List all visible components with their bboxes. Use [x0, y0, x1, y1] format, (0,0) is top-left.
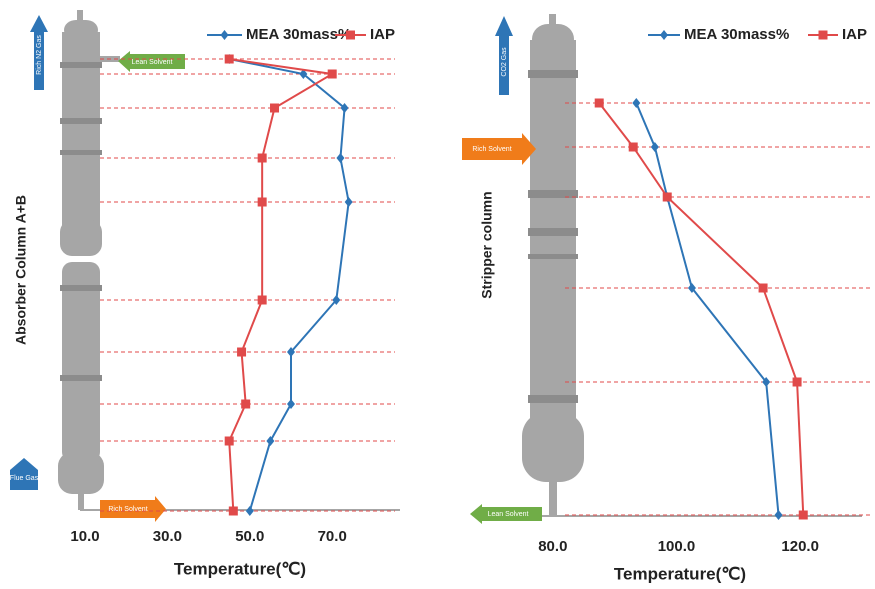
x-tick-label: 70.0: [318, 528, 347, 545]
marker: [774, 510, 783, 520]
marker: [762, 377, 771, 387]
marker: [628, 142, 638, 152]
series-line: [229, 58, 350, 512]
legend-label: IAP: [842, 26, 867, 43]
marker: [237, 347, 247, 357]
legend-label: MEA 30mass%: [684, 26, 789, 43]
marker: [257, 295, 267, 305]
arrow: [495, 16, 513, 95]
x-tick-label: 50.0: [235, 528, 264, 545]
marker: [257, 197, 267, 207]
legend-label: MEA 30mass%: [246, 26, 351, 43]
annotation: Rich Solvent: [108, 506, 147, 513]
x-tick-label: 120.0: [781, 538, 819, 555]
series-line: [635, 102, 780, 516]
stripper-column: [522, 14, 862, 517]
marker: [758, 283, 768, 293]
arrow: [30, 15, 48, 90]
marker: [340, 103, 349, 113]
marker: [257, 153, 267, 163]
annotation: Rich Solvent: [472, 146, 511, 153]
legend-marker: [818, 30, 828, 40]
x-tick-label: 10.0: [70, 528, 99, 545]
y-axis-title: Absorber Column A+B: [13, 195, 29, 345]
marker: [266, 436, 275, 446]
legend-marker: [660, 30, 668, 40]
annotation: Flue Gas: [10, 475, 39, 482]
marker: [650, 142, 659, 152]
marker: [632, 98, 641, 108]
marker: [224, 436, 234, 446]
marker: [798, 510, 808, 520]
annotation: Lean Solvent: [132, 59, 173, 66]
marker: [270, 103, 280, 113]
legend-marker: [346, 30, 355, 40]
x-axis-title: Temperature(℃): [614, 564, 746, 583]
legend-label: IAP: [370, 26, 395, 43]
annotation: Lean Solvent: [488, 511, 529, 518]
arrow: [118, 51, 185, 72]
arrow: [10, 458, 38, 490]
x-tick-label: 100.0: [658, 538, 696, 555]
arrow: [462, 133, 536, 165]
marker: [336, 153, 345, 163]
marker: [228, 506, 238, 516]
marker: [662, 192, 672, 202]
marker: [299, 69, 308, 79]
marker: [332, 295, 341, 305]
series-line: [598, 102, 805, 516]
marker: [327, 69, 337, 79]
y-axis-title: Stripper column: [479, 191, 495, 298]
marker: [287, 347, 295, 357]
marker: [344, 197, 353, 207]
marker: [687, 283, 696, 293]
x-tick-label: 30.0: [153, 528, 182, 545]
arrow: [470, 504, 542, 524]
marker: [287, 399, 295, 409]
legend-marker: [220, 30, 229, 40]
arrow: [100, 496, 166, 522]
absorber-column: [58, 10, 120, 510]
annotation: CO2 Gas: [501, 47, 508, 77]
x-axis-title: Temperature(℃): [174, 559, 306, 578]
series-line: [228, 58, 336, 512]
marker: [594, 98, 604, 108]
x-tick-label: 80.0: [538, 538, 567, 555]
marker: [241, 399, 251, 409]
marker: [245, 506, 254, 516]
marker: [792, 377, 802, 387]
marker: [224, 54, 234, 64]
annotation: Rich N2 Gas: [36, 35, 43, 75]
